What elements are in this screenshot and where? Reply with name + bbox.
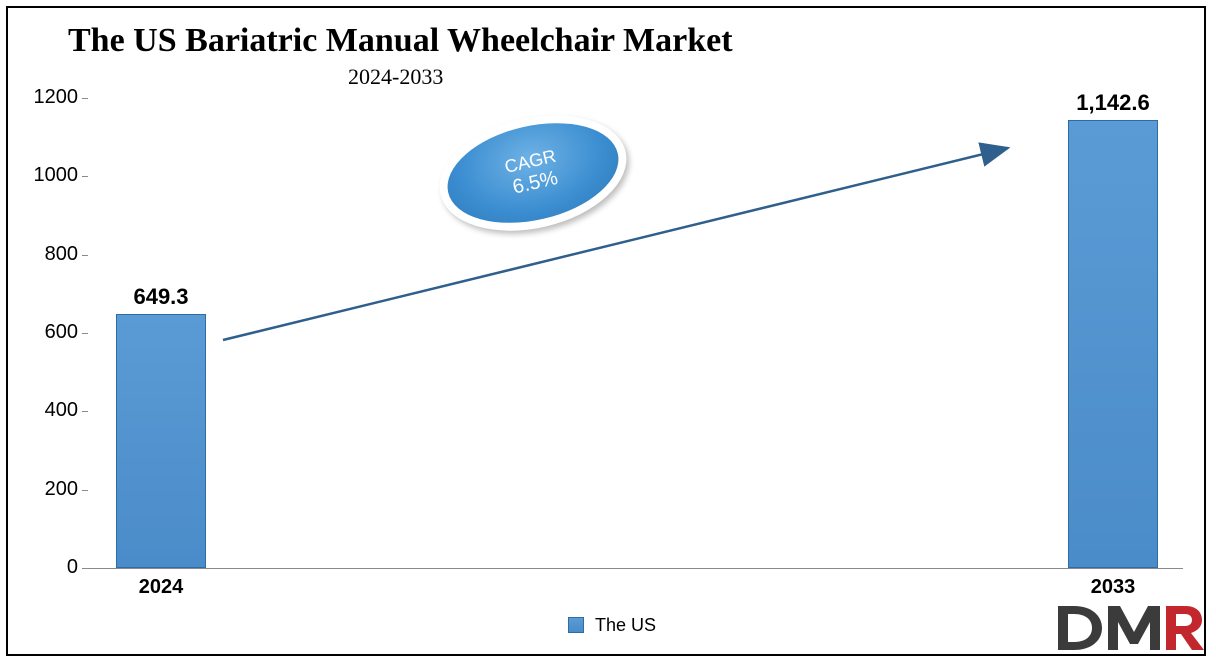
dmr-logo <box>1054 600 1204 656</box>
ytick-mark <box>82 98 88 99</box>
bar <box>116 314 206 568</box>
ytick-mark <box>82 255 88 256</box>
ytick-label: 600 <box>18 321 78 344</box>
ytick-mark <box>82 333 88 334</box>
legend-label: The US <box>595 615 656 635</box>
ytick-mark <box>82 411 88 412</box>
category-label: 2033 <box>1048 576 1178 599</box>
ytick-mark <box>82 490 88 491</box>
category-label: 2024 <box>96 576 226 599</box>
bar-value-label: 649.3 <box>96 284 226 310</box>
ytick-label: 400 <box>18 399 78 422</box>
ytick-label: 200 <box>18 478 78 501</box>
ytick-mark <box>82 176 88 177</box>
bar <box>1068 120 1158 568</box>
legend-swatch <box>568 617 584 633</box>
ytick-mark <box>82 568 88 569</box>
legend: The US <box>568 614 656 636</box>
plot-area: 0 200 400 600 800 1000 1200 649.3 2024 1,142.6 20… <box>8 8 1208 658</box>
ytick-label: 1000 <box>18 164 78 187</box>
bar-value-label: 1,142.6 <box>1048 90 1178 116</box>
ytick-label: 800 <box>18 243 78 266</box>
chart-frame: The US Bariatric Manual Wheelchair Marke… <box>6 6 1206 656</box>
ytick-label: 0 <box>18 556 78 579</box>
x-axis-line <box>88 568 1183 569</box>
cagr-badge: CAGR 6.5% <box>428 98 638 248</box>
ytick-label: 1200 <box>18 86 78 109</box>
